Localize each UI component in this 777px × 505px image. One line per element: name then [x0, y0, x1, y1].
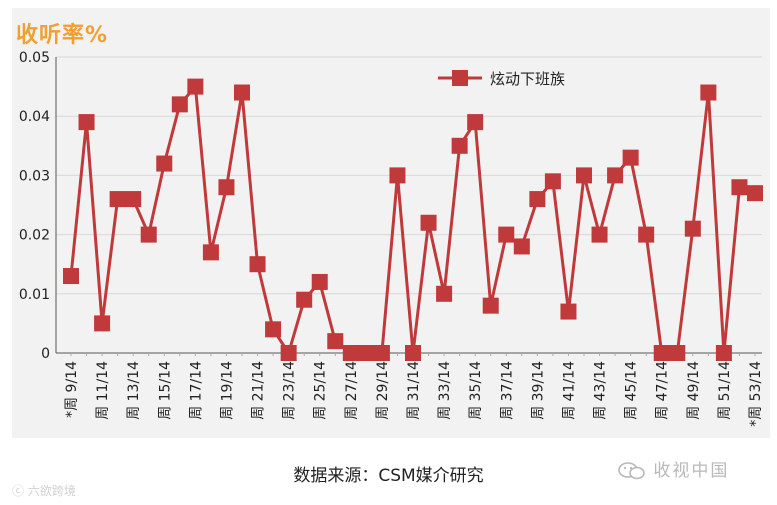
x-tick-label: 周 17/14	[188, 361, 204, 420]
data-point	[202, 244, 219, 261]
data-point	[311, 273, 328, 290]
x-tick-label: 周 11/14	[95, 361, 111, 420]
chart-svg: 0 0.01 0.02 0.03 0.04 0.05 *周 9/14 周 11/14 周 13/…	[19, 50, 764, 427]
data-point	[156, 155, 173, 172]
x-tick-label: 周 35/14	[468, 361, 484, 420]
legend-marker	[452, 70, 468, 86]
x-tick-label: 周 19/14	[219, 361, 235, 420]
x-tick-label: 周 33/14	[437, 361, 453, 420]
y-tick-label: 0	[41, 346, 50, 362]
y-tick-label: 0.04	[19, 109, 50, 125]
data-point	[280, 345, 297, 361]
x-tick-label: *周 9/14	[64, 361, 80, 418]
data-point	[451, 137, 468, 154]
x-tick-label: 周 31/14	[406, 361, 422, 420]
data-point	[482, 297, 499, 314]
data-point	[171, 96, 188, 113]
x-tick-label: 周 45/14	[624, 361, 640, 420]
x-tick-label: 周 49/14	[686, 361, 702, 420]
data-point	[420, 214, 437, 231]
data-point	[389, 167, 406, 184]
data-point	[109, 191, 126, 208]
data-point	[622, 149, 639, 166]
x-tick-label: 周 41/14	[561, 361, 577, 420]
data-point	[560, 303, 577, 320]
data-point	[265, 321, 282, 338]
x-tick-label: 周 29/14	[375, 361, 391, 420]
data-point	[638, 226, 655, 243]
data-point	[747, 185, 763, 202]
data-point	[78, 114, 95, 131]
data-point	[607, 167, 624, 184]
data-point	[498, 226, 515, 243]
x-tick-label: 周 21/14	[251, 361, 267, 420]
legend-label: 炫动下班族	[490, 70, 565, 88]
data-point	[436, 285, 453, 302]
wechat-account-name: 收视中国	[653, 461, 730, 481]
data-point	[63, 268, 79, 285]
x-tick-label: 周 43/14	[593, 361, 609, 420]
data-point	[576, 167, 592, 184]
data-point	[405, 345, 421, 361]
data-point	[467, 114, 484, 131]
x-tick-label: 周 47/14	[655, 361, 671, 420]
data-point	[187, 78, 204, 95]
data-point	[544, 173, 561, 190]
data-point	[234, 84, 250, 101]
watermark-icon: ⓒ	[12, 484, 25, 498]
data-point	[218, 179, 235, 196]
data-point	[731, 179, 748, 196]
data-point	[715, 345, 732, 361]
x-tick-label: 周 39/14	[530, 361, 546, 420]
series-line	[69, 85, 756, 355]
wechat-account: 收视中国	[618, 456, 729, 481]
y-tick-label: 0.01	[19, 287, 50, 303]
data-point	[513, 238, 530, 255]
y-tick-label: 0.05	[19, 50, 50, 66]
data-point	[249, 256, 266, 273]
data-point	[591, 226, 608, 243]
x-tick-label: 周 51/14	[717, 361, 733, 420]
watermark: ⓒ 六欲跨境	[12, 482, 76, 499]
wechat-icon	[618, 462, 645, 480]
data-point	[653, 345, 670, 361]
data-point	[684, 220, 701, 237]
y-tick-label: 0.03	[19, 168, 50, 184]
data-point	[125, 191, 142, 208]
x-tick-label: 周 15/14	[157, 361, 173, 420]
x-tick-label: 周 25/14	[313, 361, 329, 420]
data-point	[669, 345, 686, 361]
x-tick-label: 周 23/14	[282, 361, 298, 420]
data-point	[529, 191, 546, 208]
x-tick-label: 周 27/14	[344, 361, 360, 420]
x-tick-label: *周 53/14	[748, 361, 764, 427]
data-point	[358, 345, 375, 361]
data-point	[373, 345, 390, 361]
y-tick-label: 0.02	[19, 228, 50, 244]
data-point	[327, 333, 344, 350]
chart-title: 收听率%	[16, 23, 109, 48]
data-point	[140, 226, 157, 243]
x-tick-label: 周 13/14	[126, 361, 142, 420]
data-point	[296, 291, 313, 308]
x-tick-label: 周 37/14	[499, 361, 515, 420]
data-point	[94, 315, 111, 332]
data-point	[700, 84, 717, 101]
watermark-text: 六欲跨境	[27, 484, 76, 498]
data-point	[342, 345, 359, 361]
source-note: 数据来源：CSM媒介研究	[293, 466, 484, 486]
